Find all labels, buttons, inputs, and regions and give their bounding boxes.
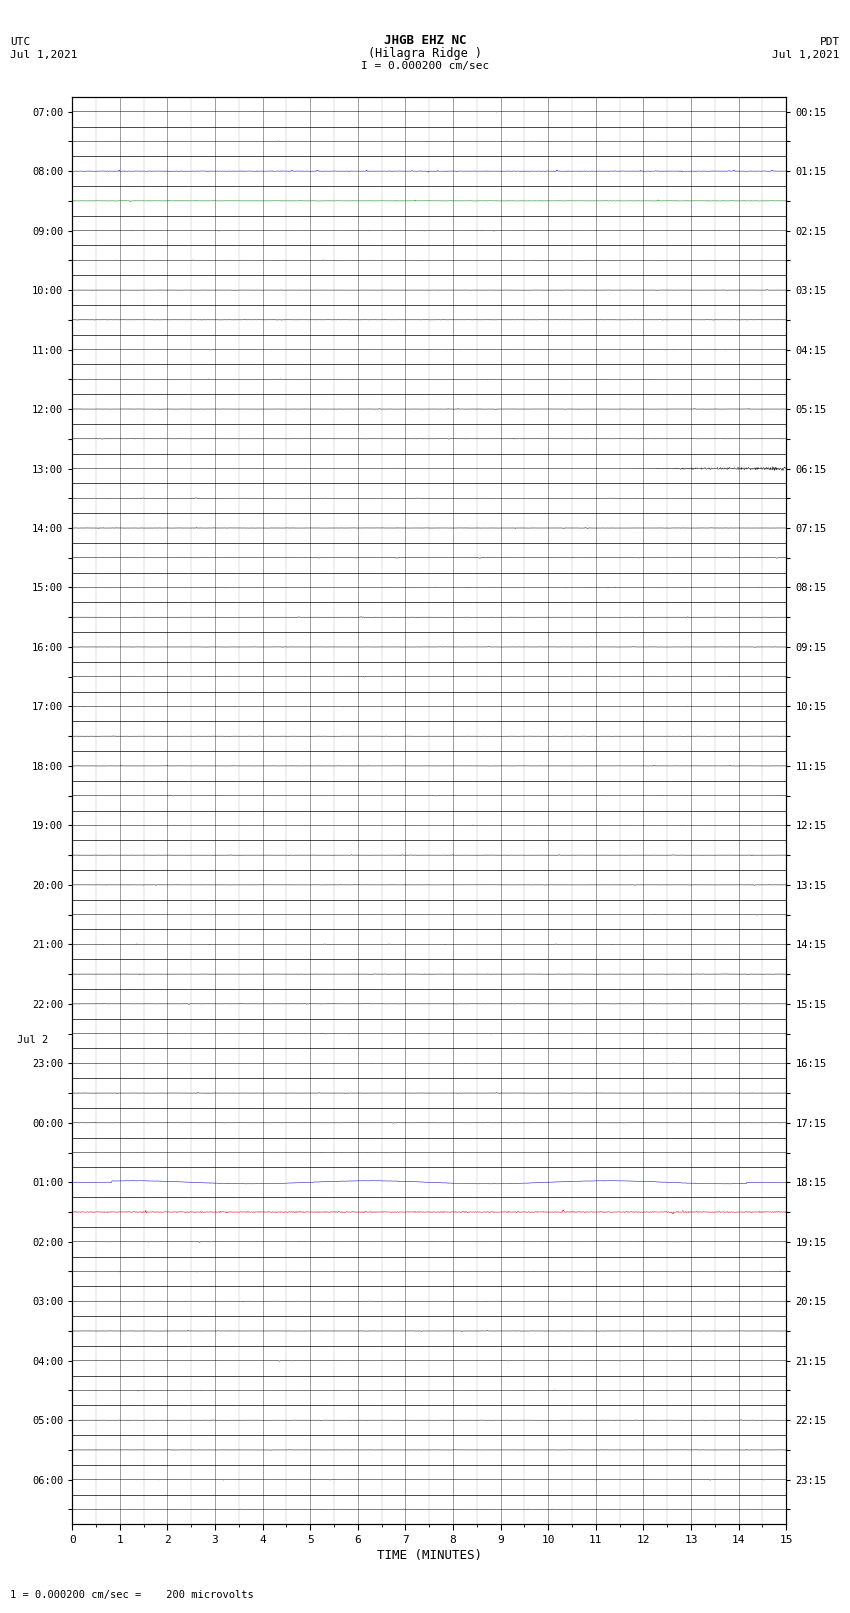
Text: 1 = 0.000200 cm/sec =    200 microvolts: 1 = 0.000200 cm/sec = 200 microvolts [10,1590,254,1600]
Text: Jul 1,2021: Jul 1,2021 [773,50,840,60]
Text: JHGB EHZ NC: JHGB EHZ NC [383,34,467,47]
Text: Jul 1,2021: Jul 1,2021 [10,50,77,60]
Text: (Hilagra Ridge ): (Hilagra Ridge ) [368,47,482,60]
Text: I = 0.000200 cm/sec: I = 0.000200 cm/sec [361,61,489,71]
Text: Jul 2: Jul 2 [17,1036,48,1045]
X-axis label: TIME (MINUTES): TIME (MINUTES) [377,1548,482,1561]
Text: UTC: UTC [10,37,31,47]
Text: PDT: PDT [819,37,840,47]
